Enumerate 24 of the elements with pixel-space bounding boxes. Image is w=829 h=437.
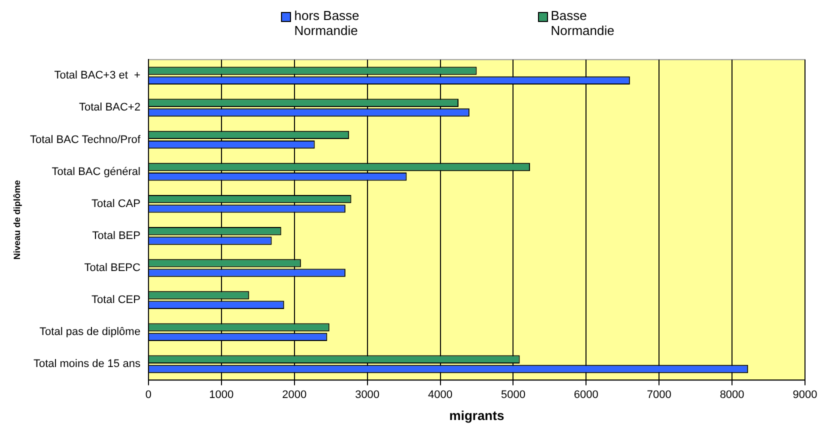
y-tick-label: Total pas de diplôme [40, 326, 140, 338]
legend-label: hors Basse Normandie [294, 8, 360, 38]
x-tick-label: 0 [145, 388, 152, 401]
x-tick-label: 6000 [574, 388, 598, 401]
x-tick-label: 7000 [646, 388, 672, 401]
x-tick-label: 1000 [209, 388, 234, 401]
y-tick-label: Total BAC+3 et + [54, 70, 140, 82]
y-tick-label: Total BEPC [84, 262, 141, 274]
y-axis-title: Niveau de diplôme [12, 180, 22, 260]
y-tick-label: Total moins de 15 ans [33, 358, 141, 370]
y-tick-label: Total BAC Techno/Prof [30, 134, 142, 146]
y-tick-label: Total CEP [92, 294, 140, 306]
y-tick-label: Total CAP [92, 198, 140, 210]
y-tick-label: Total BAC+2 [79, 102, 140, 114]
x-tick-label: 3000 [355, 388, 380, 401]
x-axis-title: migrants [449, 408, 504, 423]
x-tick-label: 9000 [792, 388, 818, 401]
x-tick-label: 8000 [720, 388, 744, 401]
legend-label: Basse Normandie [550, 8, 616, 38]
y-tick-label: Total BEP [92, 230, 140, 242]
x-tick-label: 5000 [500, 388, 526, 401]
y-tick-label: Total BAC général [52, 166, 140, 178]
x-tick-label: 2000 [282, 388, 307, 401]
x-tick-label: 4000 [428, 388, 452, 401]
